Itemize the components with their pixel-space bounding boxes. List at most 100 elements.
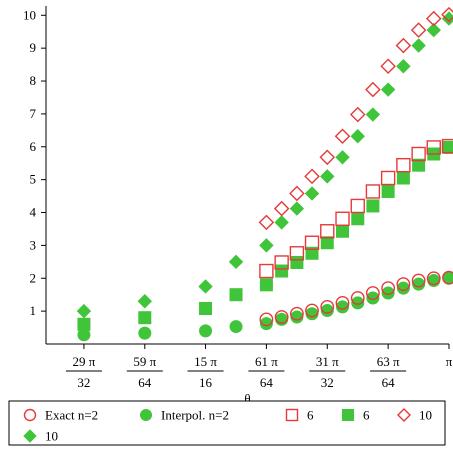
x-tick-numerator: 61 π <box>255 354 278 369</box>
data-point <box>259 238 274 253</box>
legend-item: 6 <box>285 408 314 423</box>
data-point <box>77 317 91 331</box>
data-point <box>411 38 426 53</box>
data-point <box>229 288 243 302</box>
data-point <box>76 303 92 319</box>
data-point <box>199 324 213 338</box>
series-hollow-square <box>259 138 453 279</box>
data-point <box>138 326 152 340</box>
y-tick-label: 4 <box>30 205 37 220</box>
legend-marker <box>23 408 37 422</box>
data-point <box>335 296 350 310</box>
data-point <box>426 271 441 286</box>
data-point <box>380 170 396 186</box>
legend-marker <box>285 408 299 422</box>
legend-label: 10 <box>419 408 432 423</box>
x-tick-numerator: 15 π <box>194 354 217 369</box>
data-point <box>442 140 453 154</box>
legend-label: 6 <box>307 408 314 423</box>
legend-item: Exact n=2 <box>23 408 98 423</box>
y-tick-label: 6 <box>30 139 37 154</box>
x-axis-ticks: 29 π 32 59 π 64 15 π 16 61 π 64 31 π 32 63 π 64 π <box>65 344 453 390</box>
y-tick-label: 9 <box>30 40 37 55</box>
data-point <box>229 320 243 334</box>
data-point <box>305 307 319 321</box>
data-point <box>305 246 319 260</box>
data-point <box>259 278 273 292</box>
y-tick-label: 5 <box>30 172 37 187</box>
data-point <box>137 294 153 309</box>
data-point <box>275 264 289 278</box>
y-tick-label: 1 <box>30 303 37 318</box>
legend-label: 6 <box>363 408 370 423</box>
x-tick-denominator: 32 <box>77 375 90 390</box>
data-point <box>320 299 335 314</box>
y-tick-label: 10 <box>23 7 36 22</box>
data-point <box>442 270 453 285</box>
data-point <box>426 140 441 155</box>
plot-area: 1 2 3 4 5 6 7 8 9 10 29 π 32 59 π 64 15 π 16 61 π 64 31 π… <box>23 6 453 406</box>
y-tick-label: 3 <box>30 237 37 252</box>
data-point <box>396 171 410 185</box>
x-tick-denominator: 32 <box>321 375 334 390</box>
legend-item: 6 <box>342 408 370 423</box>
data-point <box>396 59 411 74</box>
data-point <box>304 235 320 250</box>
data-point <box>396 281 410 295</box>
data-point <box>381 184 395 198</box>
legend-marker <box>397 408 411 422</box>
data-point <box>395 37 412 54</box>
data-point <box>319 149 336 166</box>
data-point <box>365 107 381 122</box>
series-filled-circle <box>77 271 453 342</box>
data-point <box>426 22 441 38</box>
data-point <box>290 310 304 324</box>
data-point <box>259 317 273 331</box>
data-point <box>274 215 289 230</box>
data-markers <box>76 6 453 342</box>
data-point <box>381 281 396 296</box>
data-point <box>334 128 351 145</box>
legend-marker <box>140 409 152 421</box>
data-point <box>320 236 334 250</box>
data-point <box>350 198 365 214</box>
legend-item: 10 <box>397 408 432 423</box>
data-point <box>289 246 305 261</box>
x-tick-numerator: π <box>446 354 453 369</box>
data-point <box>380 58 396 75</box>
data-point <box>290 255 304 269</box>
data-point <box>335 150 350 165</box>
x-tick-denominator: 16 <box>199 375 213 390</box>
data-point <box>351 212 365 226</box>
y-axis-ticks: 1 2 3 4 5 6 7 8 9 10 <box>23 7 46 318</box>
data-point <box>441 138 453 154</box>
series-filled-diamond <box>76 11 453 319</box>
x-tick-denominator: 64 <box>138 375 152 390</box>
legend-item: 10 <box>23 429 58 444</box>
data-point <box>412 158 426 172</box>
data-point <box>396 277 411 292</box>
data-point <box>335 211 350 226</box>
legend-marker <box>342 409 354 421</box>
data-point <box>365 81 381 98</box>
data-point <box>412 277 426 291</box>
data-point <box>350 291 365 305</box>
legend-label: Interpol. n=2 <box>161 408 229 423</box>
x-tick-numerator: 31 π <box>316 354 339 369</box>
data-point <box>138 311 152 325</box>
data-point <box>349 106 366 123</box>
data-point <box>336 224 350 238</box>
data-point <box>320 224 335 239</box>
legend-items: Exact n=2 Interpol. n=2 6 6 10 10 <box>23 408 432 444</box>
data-point <box>289 201 305 216</box>
data-point <box>320 169 335 184</box>
data-point <box>258 214 275 231</box>
data-point <box>289 185 305 202</box>
data-point <box>320 303 334 317</box>
x-tick-numerator: 29 π <box>73 354 96 369</box>
data-point <box>336 300 350 314</box>
data-point <box>304 168 320 185</box>
x-tick-numerator: 59 π <box>133 354 156 369</box>
data-point <box>381 286 395 300</box>
series-hollow-diamond <box>258 6 453 231</box>
